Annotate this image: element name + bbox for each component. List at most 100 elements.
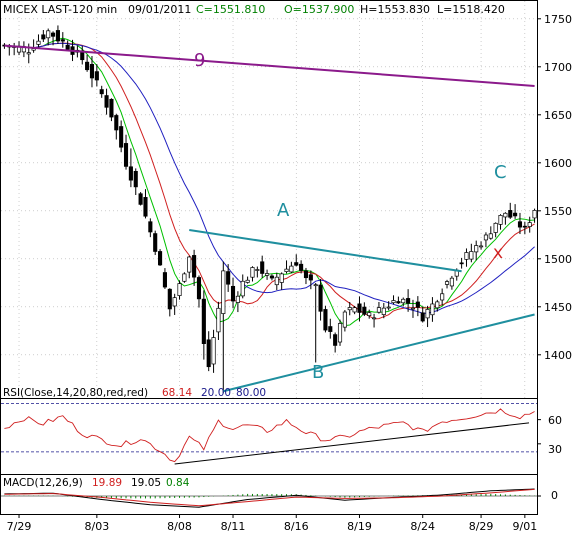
candle xyxy=(425,305,430,328)
candle xyxy=(269,274,274,281)
label-b: B xyxy=(312,362,324,383)
candle-body xyxy=(240,280,245,297)
candle-body xyxy=(406,298,411,304)
candle-body xyxy=(216,307,221,333)
candle-body xyxy=(274,276,279,286)
candle xyxy=(337,319,343,346)
candle-body xyxy=(109,98,114,118)
candle-body xyxy=(211,337,216,365)
candle xyxy=(138,192,143,206)
candle xyxy=(279,272,284,290)
candle-body xyxy=(362,306,367,315)
candle-body xyxy=(430,303,435,316)
candlesticks xyxy=(2,25,537,394)
candle xyxy=(479,241,484,250)
header-symbol: MICEX LAST-120 min xyxy=(3,3,117,16)
candle xyxy=(493,222,498,238)
candle-body xyxy=(158,251,163,266)
candle-body xyxy=(352,307,357,313)
x-tick-label: 9/01 xyxy=(512,520,537,533)
candle xyxy=(342,309,347,332)
candle-body xyxy=(138,193,143,205)
candle-body xyxy=(36,40,41,45)
candle-body xyxy=(206,339,211,368)
candle-body xyxy=(289,265,294,273)
candle-body xyxy=(119,126,124,148)
candle xyxy=(333,332,338,353)
candle xyxy=(177,280,182,300)
candle-body xyxy=(391,300,396,304)
candle xyxy=(303,267,309,285)
candle-body xyxy=(167,288,172,310)
x-tick-label: 8/03 xyxy=(84,520,109,533)
candle xyxy=(328,318,333,339)
candle xyxy=(119,120,124,153)
date-axis: 7/29 8/03 8/08 8/11 8/16 8/19 8/24 8/29 9/01 xyxy=(7,514,537,533)
candle-body xyxy=(265,273,270,276)
candle-body xyxy=(196,277,202,300)
candle-body xyxy=(128,166,133,181)
header-open: O=1537.900 xyxy=(284,3,354,16)
x-tick-label: 8/24 xyxy=(410,520,435,533)
candle xyxy=(172,293,177,315)
rsi-tick-30: 30 xyxy=(548,443,562,456)
candle xyxy=(158,249,163,266)
y-tick-label: 1550 xyxy=(544,205,572,218)
candle xyxy=(260,255,265,278)
candle-body xyxy=(474,245,479,253)
y-tick-label: 1700 xyxy=(544,61,572,74)
candle xyxy=(216,301,221,341)
trendline-9 xyxy=(4,44,535,87)
candle-body xyxy=(182,273,187,282)
candle xyxy=(440,288,445,306)
candle xyxy=(89,55,95,88)
candle xyxy=(488,226,493,240)
candle xyxy=(128,148,133,188)
label-a: A xyxy=(277,200,290,221)
candle xyxy=(469,243,474,263)
y-tick-label: 1650 xyxy=(544,109,572,122)
candle xyxy=(41,29,46,42)
candle-body xyxy=(328,326,333,332)
candle xyxy=(94,64,99,87)
candle-body xyxy=(410,307,416,310)
label-x: x xyxy=(493,243,503,263)
y-tick-label: 1400 xyxy=(544,349,572,362)
candle-body xyxy=(177,283,182,296)
candle xyxy=(318,278,323,321)
header-close: C=1551.810 xyxy=(196,3,265,16)
rsi-title: RSI(Close,14,20,80,red,red) xyxy=(3,387,148,399)
candle xyxy=(386,301,391,311)
x-tick-label: 8/29 xyxy=(469,520,494,533)
candle xyxy=(435,299,440,312)
candle-body xyxy=(498,215,503,225)
candle-body xyxy=(153,233,158,252)
candle-body xyxy=(41,34,46,40)
rsi-trendline xyxy=(174,422,530,465)
x-tick-label: 8/11 xyxy=(221,520,246,533)
candle-body xyxy=(148,221,153,233)
candle-body xyxy=(337,323,343,343)
price-axis: 1750 1700 1650 1600 1550 1500 1450 1400 xyxy=(537,13,572,362)
header-low: L=1518.420 xyxy=(437,3,505,16)
candle xyxy=(294,254,299,267)
macd-signal-value: 19.05 xyxy=(131,477,161,489)
macd-panel-frame xyxy=(0,474,538,515)
candle xyxy=(167,288,172,317)
candle-body xyxy=(294,262,299,266)
trendline-a xyxy=(189,229,462,273)
candle-body xyxy=(114,115,119,131)
candle-body xyxy=(221,270,226,314)
rsi-lower: 20.00 xyxy=(201,387,231,399)
candle xyxy=(522,221,527,235)
candle-body xyxy=(323,309,328,331)
candle xyxy=(289,261,294,274)
candle-body xyxy=(532,210,537,219)
candle-body xyxy=(381,307,386,315)
candle xyxy=(114,113,119,140)
x-tick-label: 8/16 xyxy=(284,520,309,533)
candle-body xyxy=(104,95,109,108)
candle xyxy=(396,296,401,304)
candle-body xyxy=(318,284,323,312)
candle-body xyxy=(51,32,56,37)
